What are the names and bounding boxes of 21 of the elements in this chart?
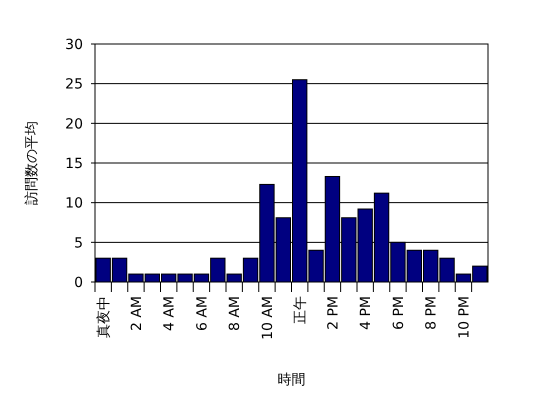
x-tick-label: 10 PM bbox=[456, 296, 472, 339]
x-tick-label: 4 AM bbox=[162, 296, 178, 332]
y-tick-label: 25 bbox=[65, 76, 83, 93]
x-tick-label: 正午 bbox=[292, 296, 309, 324]
x-tick-label: 真夜中 bbox=[96, 296, 112, 338]
y-axis-title: 訪問数の平均 bbox=[24, 121, 40, 205]
y-tick-label: 30 bbox=[65, 37, 83, 53]
x-tick-label: 6 PM bbox=[390, 296, 407, 330]
x-axis-title: 時間 bbox=[278, 372, 306, 388]
x-tick-label: 4 PM bbox=[358, 296, 374, 330]
y-tick-label: 20 bbox=[65, 116, 83, 132]
y-tick-label: 5 bbox=[74, 235, 83, 252]
y-tick-label: 15 bbox=[65, 156, 83, 172]
x-tick-label: 6 AM bbox=[194, 296, 210, 332]
x-tick-label: 2 AM bbox=[128, 296, 145, 332]
x-tick-label: 10 AM bbox=[260, 296, 276, 340]
x-tick-label: 8 AM bbox=[227, 296, 244, 332]
x-tick-label: 2 PM bbox=[325, 296, 342, 330]
y-tick-label: 10 bbox=[65, 196, 83, 212]
y-tick-label: 0 bbox=[74, 275, 83, 291]
x-tick-label: 8 PM bbox=[424, 296, 440, 330]
